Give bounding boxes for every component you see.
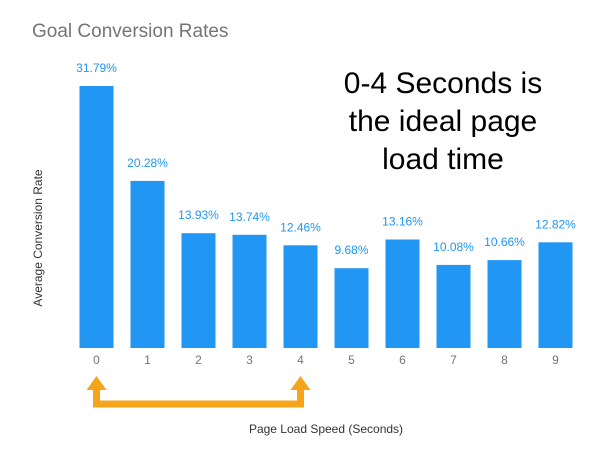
- data-label-4: 12.46%: [280, 220, 321, 234]
- bracket-right-arrowhead: [290, 376, 311, 390]
- annotation-line-2: the ideal page: [349, 105, 538, 138]
- data-label-0: 31.79%: [76, 61, 117, 75]
- data-label-9: 12.82%: [535, 217, 576, 231]
- data-label-1: 20.28%: [127, 156, 168, 170]
- bar-0: [79, 86, 114, 348]
- bracket-bar: [93, 400, 304, 408]
- bar-7: [436, 264, 471, 348]
- bar-5: [334, 268, 369, 348]
- annotation-line-3: load time: [382, 143, 504, 176]
- x-tick-1: 1: [144, 353, 151, 367]
- ideal-range-bracket: [86, 376, 311, 408]
- data-label-2: 13.93%: [178, 208, 219, 222]
- bracket-left-arrowhead: [86, 376, 107, 390]
- bar-8: [487, 260, 522, 348]
- data-label-6: 13.16%: [382, 215, 423, 229]
- x-tick-4: 4: [297, 353, 304, 367]
- x-tick-6: 6: [399, 353, 406, 367]
- data-label-7: 10.08%: [433, 240, 474, 254]
- annotation-line-1: 0-4 Seconds is: [344, 67, 542, 100]
- bar-4: [283, 245, 318, 348]
- value-labels-group: 31.79% 20.28% 13.93% 13.74% 12.46% 9.68% 13.16…: [76, 61, 576, 257]
- y-axis-title: Average Conversion Rate: [31, 169, 45, 307]
- x-tick-5: 5: [348, 353, 355, 367]
- x-tick-labels: 0 1 2 3 4 5 6 7 8 9: [93, 353, 559, 367]
- chart-title: Goal Conversion Rates: [32, 21, 228, 42]
- x-tick-3: 3: [246, 353, 253, 367]
- data-label-5: 9.68%: [334, 243, 368, 257]
- x-tick-0: 0: [93, 353, 100, 367]
- bar-2: [181, 233, 216, 348]
- data-label-8: 10.66%: [484, 235, 525, 249]
- x-tick-9: 9: [552, 353, 559, 367]
- data-label-3: 13.74%: [229, 210, 270, 224]
- bars-group: [79, 86, 573, 348]
- x-tick-2: 2: [195, 353, 202, 367]
- bar-3: [232, 234, 267, 348]
- bracket-right-stem: [297, 389, 304, 404]
- bar-1: [130, 180, 165, 348]
- x-tick-7: 7: [450, 353, 457, 367]
- x-axis-title: Page Load Speed (Seconds): [249, 422, 403, 436]
- bar-6: [385, 239, 420, 348]
- x-tick-8: 8: [501, 353, 508, 367]
- annotation-text: 0-4 Seconds is the ideal page load time: [344, 67, 542, 176]
- bracket-left-stem: [93, 389, 100, 404]
- bar-9: [538, 242, 573, 348]
